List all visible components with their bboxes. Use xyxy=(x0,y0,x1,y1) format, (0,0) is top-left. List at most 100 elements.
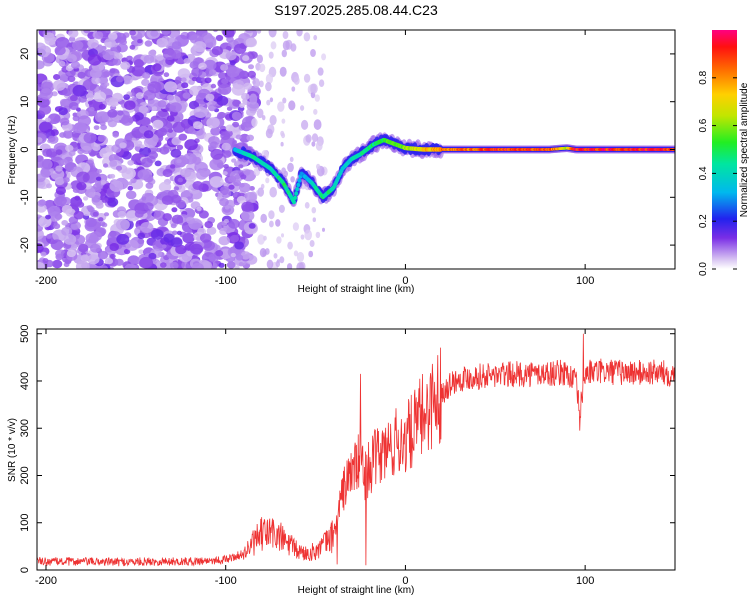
spectrogram-cell xyxy=(280,141,284,147)
spectrogram-cell xyxy=(259,80,264,88)
spectrogram-cell xyxy=(213,30,218,33)
spectrogram-cell xyxy=(173,186,180,191)
spectrogram-cell xyxy=(287,263,293,269)
snr-y-label: SNR (10 * v/v) xyxy=(7,418,18,482)
spectrogram-cell xyxy=(65,144,74,152)
spectrogram-cell xyxy=(296,251,305,263)
spectrogram-cell xyxy=(223,164,229,169)
snr-x-label: Height of straight line (km) xyxy=(298,585,415,596)
spectrogram-cell xyxy=(231,84,246,96)
colorbar-tick-label: 0.2 xyxy=(698,214,709,228)
spectrogram-cell xyxy=(95,180,101,186)
spectrogram-cell xyxy=(52,259,63,269)
spectrogram-cell xyxy=(112,58,122,66)
spectrogram-cell xyxy=(55,186,66,195)
figure-title: S197.2025.285.08.44.C23 xyxy=(274,2,438,18)
spectrogram-cell xyxy=(315,141,323,151)
spectrogram-cell xyxy=(116,233,130,245)
spectrogram-cell xyxy=(281,233,284,238)
spectrogram-cell xyxy=(37,137,43,143)
spectrogram-cell xyxy=(127,181,132,186)
spectrogram-cell xyxy=(228,184,235,190)
spectrogram-cell xyxy=(218,262,225,268)
spectrogram-cell xyxy=(133,59,144,68)
spectrogram-cell xyxy=(87,90,94,96)
spectrogram-cell xyxy=(275,260,281,268)
spectrogram-cell xyxy=(252,78,260,88)
spectrogram-cell xyxy=(38,121,53,133)
spectrogram-cell xyxy=(268,30,277,38)
spectrogram-cell xyxy=(181,82,189,89)
spectrogram-cell xyxy=(268,51,274,59)
spectrogram-cell xyxy=(83,132,97,144)
spectrogram-cell xyxy=(55,196,67,206)
spectrogram-cell xyxy=(96,169,102,174)
spectrogram-cell xyxy=(134,112,144,121)
spectrogram-cell xyxy=(100,179,107,185)
y-tick-label: 20 xyxy=(19,48,31,60)
spectrogram-cell xyxy=(195,170,208,180)
x-tick-label: -200 xyxy=(35,575,57,587)
spectrogram-cell xyxy=(228,218,240,229)
spectrogram-cell xyxy=(109,160,118,167)
spectrogram-cell xyxy=(177,218,184,224)
spectrogram-cell xyxy=(117,110,124,116)
spectrogram-cell xyxy=(75,260,90,269)
spectrogram-cell xyxy=(87,54,102,66)
spectrogram-cell xyxy=(45,214,51,220)
spectrogram-cell xyxy=(141,196,147,201)
spectrogram-cell xyxy=(220,189,232,198)
spectrogram-cell xyxy=(40,251,47,257)
spectrogram-cell xyxy=(89,68,102,79)
spectrogram-cell xyxy=(206,117,220,129)
spectrogram-cell xyxy=(144,40,153,47)
spectrogram-cell xyxy=(97,134,107,142)
spectrogram-cell xyxy=(114,258,124,266)
spectrogram-cell xyxy=(287,241,293,250)
spectrogram-cell xyxy=(161,244,167,249)
spectrogram-cell xyxy=(63,177,70,183)
spectrogram-cell xyxy=(74,195,81,201)
spectrogram-cell xyxy=(246,101,260,112)
spectrogram-cell xyxy=(249,191,258,203)
spectrogram-cell xyxy=(243,82,252,90)
spectrogram-cell xyxy=(191,67,203,77)
spectrogram-cell xyxy=(109,243,119,251)
spectrogram-cell xyxy=(103,212,110,217)
spectrogram-cell xyxy=(125,190,137,200)
spectrogram-cell xyxy=(239,103,245,108)
spectrogram-cell xyxy=(59,98,69,107)
spectrogram-cell xyxy=(189,243,203,255)
spectrogram-cell xyxy=(276,236,282,244)
y-tick-label: 10 xyxy=(19,96,31,108)
spectrogram-cell xyxy=(205,93,215,102)
spectrogram-cell xyxy=(49,168,54,173)
spectrogram-cell xyxy=(147,81,162,94)
spectrogram-cell xyxy=(131,65,146,77)
spectrogram-cell xyxy=(141,78,150,87)
spectrogram-cell xyxy=(322,227,325,232)
spectrogram-cell xyxy=(50,239,64,250)
spectrogram-cell xyxy=(293,250,299,257)
spectrogram-cell xyxy=(137,232,146,239)
spectrogram-cell xyxy=(176,144,184,150)
spectrogram-cell xyxy=(275,219,281,227)
spectrogram-cell xyxy=(259,248,267,258)
spectrogram-cell xyxy=(240,251,251,260)
spectrogram-cell xyxy=(229,60,236,66)
spectrogram-cell xyxy=(191,262,204,269)
spectrogram-cell xyxy=(80,254,90,262)
ridge-core xyxy=(295,187,300,192)
spectrogram-cell xyxy=(78,95,87,103)
spectrogram-cell xyxy=(223,219,229,224)
spectrogram-cell xyxy=(116,75,124,83)
spectrogram-cell xyxy=(98,217,104,222)
x-tick-label: 0 xyxy=(402,275,408,287)
spectrogram-cell xyxy=(55,165,63,172)
spectrogram-cell xyxy=(245,37,257,48)
colorbar: 0.0 0.2 0.4 0.6 0.8 Normalized spectral ampl… xyxy=(698,30,750,276)
spectrogram-cell xyxy=(171,136,182,146)
spectrogram-cell xyxy=(151,106,158,111)
spectrogram-cell xyxy=(265,128,273,139)
